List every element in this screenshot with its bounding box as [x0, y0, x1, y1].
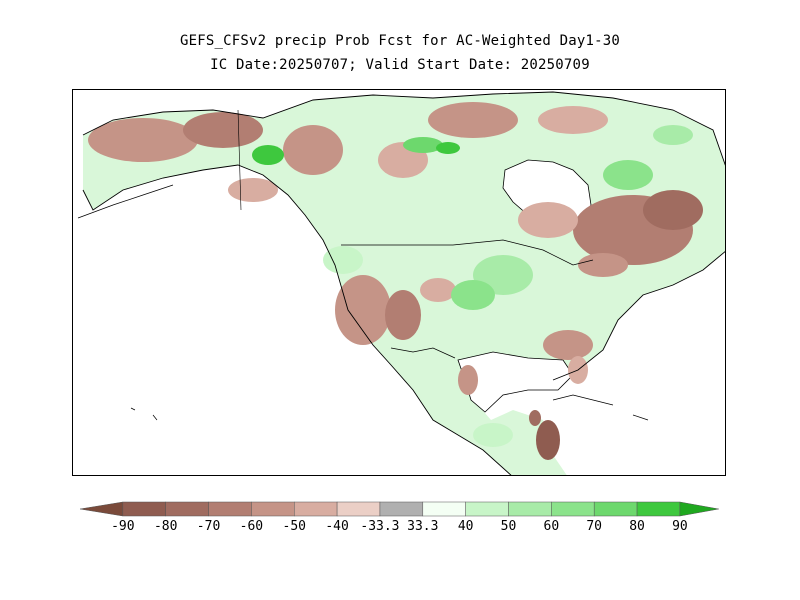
probability-fill-layer — [83, 92, 725, 475]
colorbar-swatch — [679, 501, 719, 517]
below-normal-patches — [88, 102, 703, 460]
colorbar-label: 70 — [586, 519, 602, 534]
colorbar-label: 60 — [544, 519, 560, 534]
gulf-of-mexico — [457, 351, 574, 413]
colorbar-label: 50 — [501, 519, 517, 534]
colorbar-swatch — [465, 501, 509, 517]
map-canvas — [77, 91, 725, 475]
colorbar-label: -80 — [154, 519, 177, 534]
colorbar-swatches — [79, 501, 719, 517]
coastlines-and-borders — [77, 91, 725, 475]
colorbar-label: -40 — [325, 519, 348, 534]
colorbar-label: 80 — [629, 519, 645, 534]
colorbar-swatch — [336, 501, 381, 517]
colorbar-swatch — [422, 501, 466, 517]
colorbar-swatch — [122, 501, 166, 517]
colorbar-label: -33.3 — [360, 519, 399, 534]
colorbar-label: -50 — [283, 519, 306, 534]
forecast-map — [72, 89, 726, 476]
map-title: GEFS_CFSv2 precip Prob Fcst for AC-Weigh… — [179, 33, 621, 49]
colorbar-label: 90 — [672, 519, 688, 534]
colorbar-swatch — [294, 501, 338, 517]
colorbar-label: -70 — [197, 519, 220, 534]
above-normal-patches — [252, 125, 693, 447]
colorbar-swatch — [636, 501, 681, 517]
colorbar-swatch — [593, 501, 638, 517]
colorbar-label: -90 — [111, 519, 134, 534]
colorbar-label: 40 — [458, 519, 474, 534]
colorbar-labels: -90 -80 -70 -60 -50 -40 -33.3 33.3 40 50 60 70 80 90 — [111, 519, 688, 534]
colorbar-swatch — [208, 501, 252, 517]
colorbar-swatch — [379, 501, 424, 517]
colorbar-label: -60 — [240, 519, 263, 534]
colorbar-label: 33.3 — [407, 519, 438, 534]
colorbar-swatch — [251, 501, 295, 517]
colorbar-swatch — [508, 501, 552, 517]
colorbar-swatch — [165, 501, 209, 517]
colorbar-swatch — [551, 501, 595, 517]
map-subtitle: IC Date:20250707; Valid Start Date: 2025… — [210, 57, 590, 73]
colorbar-swatch — [79, 501, 124, 517]
